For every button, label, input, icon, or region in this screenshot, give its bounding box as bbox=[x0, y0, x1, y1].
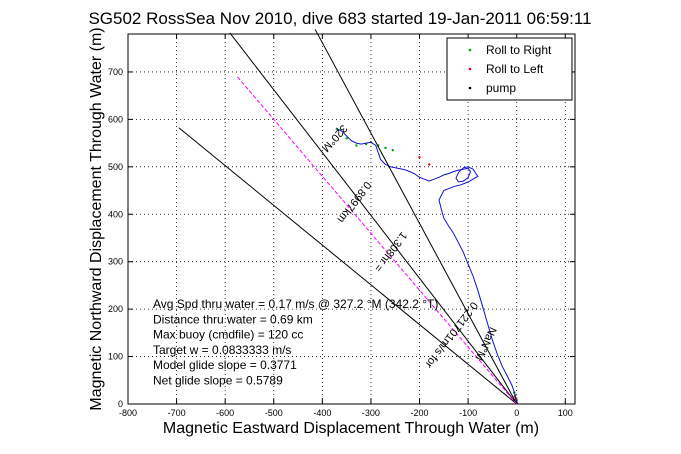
x-tick-label: -300 bbox=[362, 408, 380, 418]
annotation-text: NaN°M bbox=[472, 325, 498, 362]
annotation-text: Target w = 0.0833333 m/s bbox=[153, 343, 291, 357]
x-axis-label: Magnetic Eastward Displacement Through W… bbox=[163, 420, 539, 437]
annotation-text: Avg Spd thru water = 0.17 m/s @ 327.2 °M… bbox=[153, 297, 438, 311]
y-tick-label: 100 bbox=[108, 352, 123, 362]
x-tick-label: -500 bbox=[265, 408, 283, 418]
course-line-2-line bbox=[229, 32, 518, 405]
legend-label: pump bbox=[486, 81, 516, 95]
axis-ticks: -800 -700 -600 -500 -400 -300 -200 -100 0 100 0 100… bbox=[108, 34, 575, 418]
roll-to-left-point bbox=[428, 163, 431, 166]
annotation-text: 320°M bbox=[319, 122, 349, 154]
series-layer bbox=[178, 29, 518, 405]
x-tick-label: -200 bbox=[411, 408, 429, 418]
legend-label: Roll to Right bbox=[486, 43, 552, 57]
x-tick-label: -400 bbox=[313, 408, 331, 418]
legend-box bbox=[446, 37, 573, 101]
y-tick-label: 0 bbox=[118, 399, 123, 409]
roll-to-right-point bbox=[355, 144, 358, 147]
y-tick-label: 500 bbox=[108, 162, 123, 172]
x-tick-label: -800 bbox=[119, 408, 137, 418]
track-line bbox=[336, 128, 518, 402]
roll-to-right-point bbox=[345, 137, 348, 140]
y-tick-label: 300 bbox=[108, 257, 123, 267]
legend-marker bbox=[468, 48, 472, 52]
plot-area bbox=[127, 33, 576, 405]
annotation-text: Distance thru water = 0.69 km bbox=[153, 312, 313, 326]
y-tick-label: 200 bbox=[108, 304, 123, 314]
annotation-text: 0.8997km bbox=[335, 179, 374, 225]
x-tick-label: -600 bbox=[216, 408, 234, 418]
roll-to-right-point bbox=[384, 146, 387, 150]
course-line-1-line bbox=[178, 127, 518, 405]
x-tick-label: -700 bbox=[168, 408, 186, 418]
annotation-text: 1.308hr = bbox=[371, 229, 409, 274]
y-tick-label: 400 bbox=[108, 209, 123, 219]
y-tick-label: 700 bbox=[108, 67, 123, 77]
roll-to-left-point bbox=[418, 156, 421, 159]
legend-label: Roll to Left bbox=[486, 62, 544, 76]
roll-to-right-point bbox=[391, 149, 394, 152]
x-tick-label: -100 bbox=[459, 408, 477, 418]
annotations-layer: Avg Spd thru water = 0.17 m/s @ 327.2 °M… bbox=[153, 122, 498, 387]
x-tick-label: 100 bbox=[558, 408, 573, 418]
chart-title: SG502 RossSea Nov 2010, dive 683 started… bbox=[88, 9, 591, 28]
y-tick-label: 600 bbox=[108, 114, 123, 124]
annotation-text: Max buoy (cmdfile) = 120 cc bbox=[153, 328, 303, 342]
legend: Roll to Right Roll to Left pump bbox=[446, 37, 573, 101]
annotation-text: Model glide slope = 0.3771 bbox=[153, 358, 297, 372]
x-tick-label: 0 bbox=[514, 408, 519, 418]
annotation-text: Net glide slope = 0.5789 bbox=[153, 374, 283, 388]
legend-marker bbox=[468, 67, 472, 71]
y-axis-label: Magnetic Northward Displacement Through … bbox=[88, 27, 105, 410]
legend-marker bbox=[468, 86, 472, 90]
heading-line-line bbox=[314, 29, 518, 405]
